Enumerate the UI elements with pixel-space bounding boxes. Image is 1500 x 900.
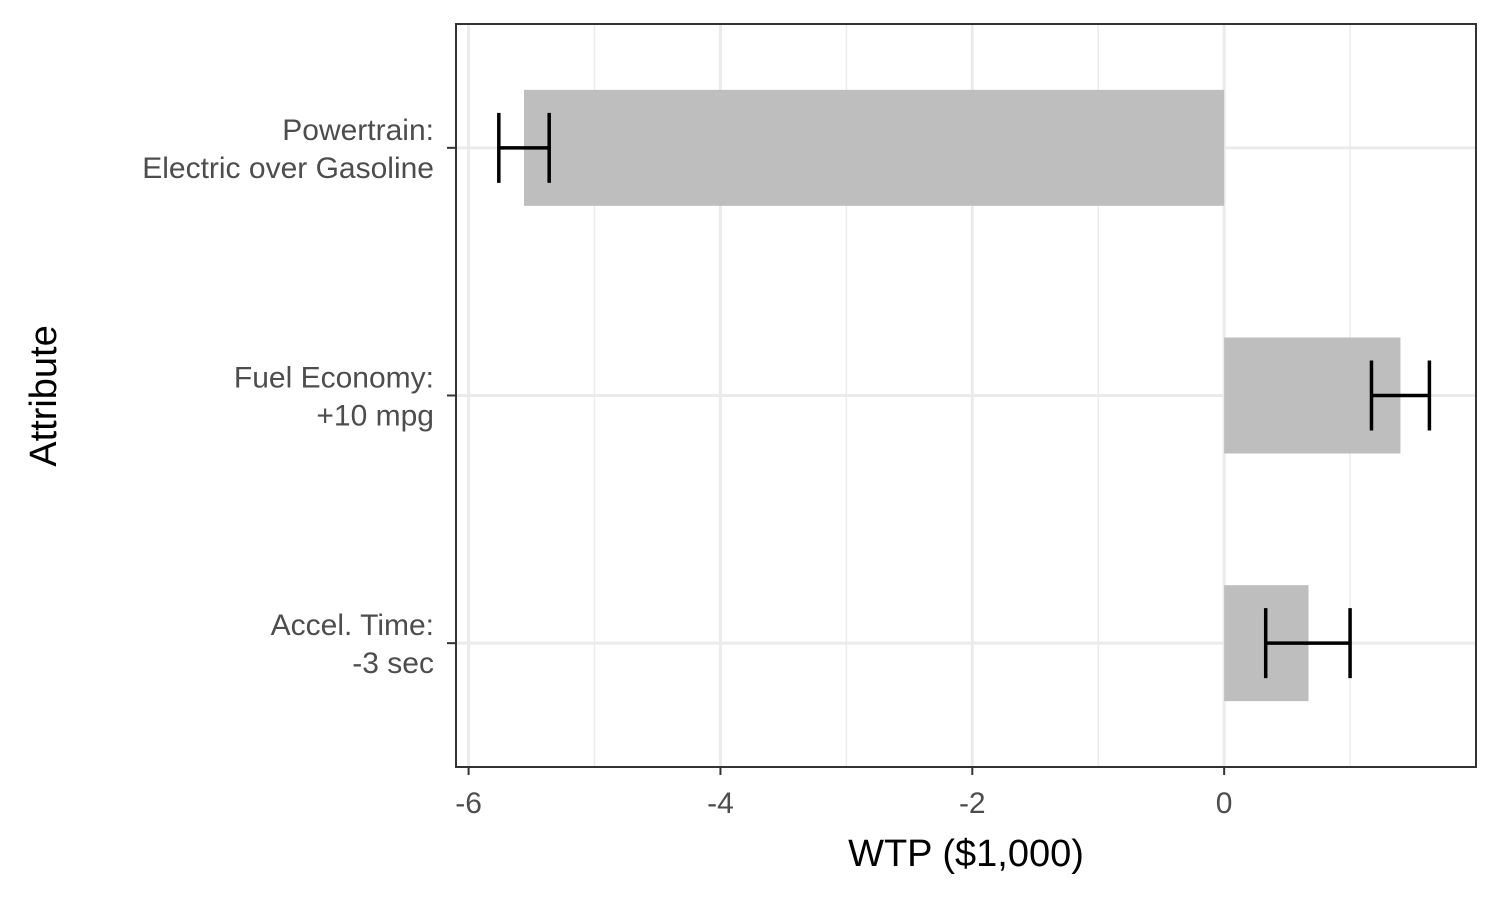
error-bar-2	[1263, 608, 1352, 679]
x-tick-label: -6	[455, 787, 482, 820]
y-tick-label: Powertrain:	[282, 114, 434, 147]
x-tick-label: 0	[1216, 787, 1233, 820]
bar-0	[524, 89, 1225, 206]
y-tick-label: +10 mpg	[316, 400, 434, 433]
y-tick-label: -3 sec	[352, 647, 434, 680]
label-layer: -6 -4 -2 0 Powertrain: Electric over Gasoline…	[142, 114, 1232, 820]
error-bar-1	[1369, 360, 1432, 431]
y-axis-title: Attribute	[23, 325, 65, 467]
x-tick-label: -4	[707, 787, 734, 820]
y-tick-label: Fuel Economy:	[234, 362, 434, 395]
x-tick-label: -2	[959, 787, 986, 820]
x-axis-title: WTP ($1,000)	[848, 833, 1084, 875]
tick-layer	[447, 146, 1226, 775]
error-bar-0	[497, 112, 551, 183]
y-tick-label: Electric over Gasoline	[142, 152, 434, 185]
error-bar-layer	[497, 112, 1432, 679]
y-tick-label: Accel. Time:	[271, 609, 434, 642]
